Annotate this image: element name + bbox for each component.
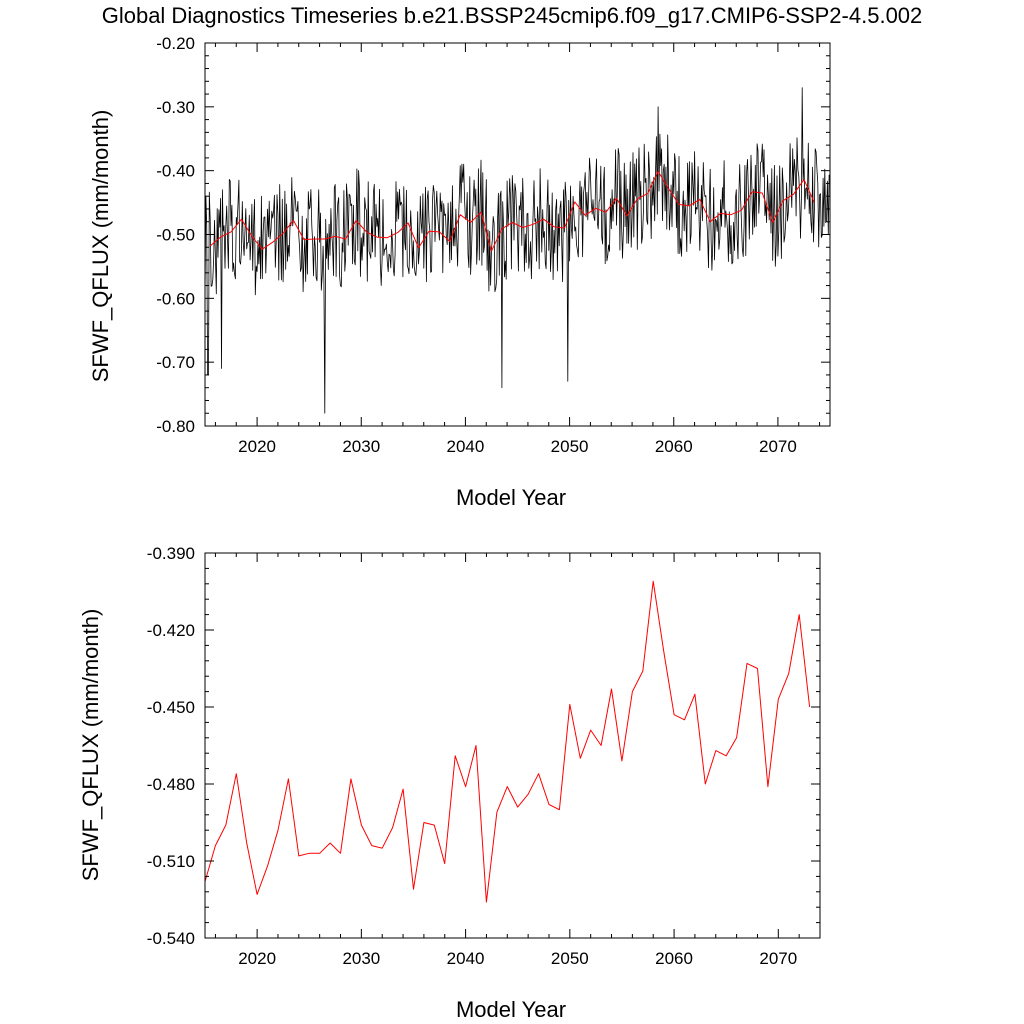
annual-mean-line [205,580,811,903]
y-tick-label: -0.50 [156,226,195,245]
x-tick-label: 2040 [447,437,485,456]
x-tick-label: 2030 [342,949,380,968]
x-tick-label: 2060 [655,949,693,968]
top-panel: 2020 2030 2040 2050 2060 2070 -0.80 -0.70 -0.60 -… [88,34,831,510]
bottom-axes: 2020 2030 2040 2050 2060 2070 -0.540 -0.510 -0.4… [147,544,821,968]
annual-mean-line [209,170,815,252]
y-tick-label: -0.390 [147,544,195,563]
x-tick-label: 2040 [447,949,485,968]
bottom-panel: 2020 2030 2040 2050 2060 2070 -0.540 -0.510 -0.4… [78,544,821,1022]
bottom-y-axis-label: SFWF_QFLUX (mm/month) [78,609,103,882]
bottom-series-group [205,580,811,903]
y-tick-label: -0.20 [156,34,195,53]
x-tick-label: 2020 [238,437,276,456]
x-tick-label: 2030 [342,437,380,456]
top-y-axis-label: SFWF_QFLUX (mm/month) [88,110,113,383]
x-tick-label: 2050 [551,949,589,968]
x-tick-label: 2070 [759,949,797,968]
y-tick-label: -0.70 [156,353,195,372]
x-tick-label: 2050 [551,437,589,456]
figure-title: Global Diagnostics Timeseries b.e21.BSSP… [102,3,923,28]
y-tick-label: -0.30 [156,98,195,117]
y-tick-label: -0.450 [147,698,195,717]
y-tick-label: -0.420 [147,621,195,640]
top-x-axis-label: Model Year [456,485,566,510]
x-tick-label: 2060 [655,437,693,456]
y-tick-label: -0.480 [147,775,195,794]
bottom-x-axis-label: Model Year [456,997,566,1022]
y-tick-label: -0.40 [156,162,195,181]
y-tick-label: -0.540 [147,929,195,948]
x-tick-label: 2070 [759,437,797,456]
y-tick-label: -0.510 [147,852,195,871]
top-series-group [205,87,830,414]
monthly-series-line [205,87,830,414]
y-tick-label: -0.60 [156,289,195,308]
top-axes: 2020 2030 2040 2050 2060 2070 -0.80 -0.70 -0.60 -… [156,34,831,456]
plot-frame [204,552,821,939]
x-tick-label: 2020 [238,949,276,968]
y-tick-label: -0.80 [156,417,195,436]
